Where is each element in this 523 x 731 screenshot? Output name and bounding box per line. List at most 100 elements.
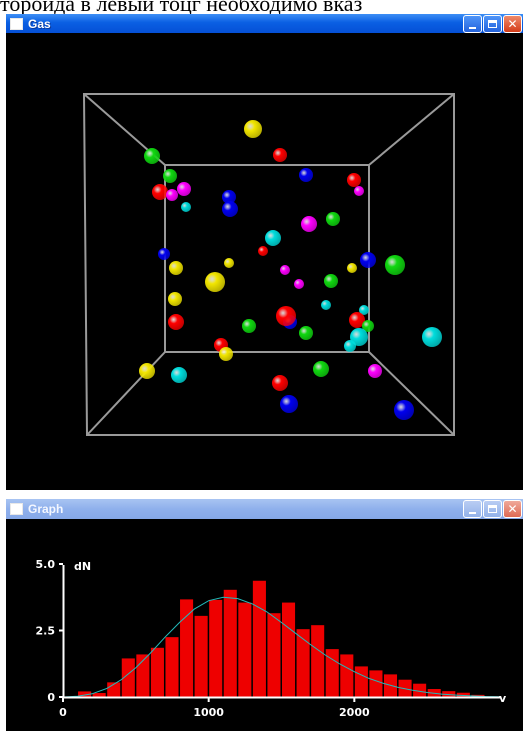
molecule	[280, 395, 298, 413]
window-icon	[10, 503, 23, 515]
histogram-bar	[121, 658, 135, 697]
histogram-bar	[456, 692, 470, 697]
maximize-button[interactable]	[483, 500, 502, 518]
graph-titlebar[interactable]: Graph ✕	[6, 499, 523, 519]
histogram-bar	[92, 693, 106, 697]
molecule	[224, 258, 234, 268]
molecule	[422, 327, 442, 347]
molecule	[158, 248, 170, 260]
molecule	[273, 148, 287, 162]
molecule	[258, 246, 268, 256]
molecule	[205, 272, 225, 292]
molecule	[347, 263, 357, 273]
gas-window: Gas ✕	[6, 14, 523, 490]
molecule	[152, 184, 168, 200]
window-title: Graph	[28, 502, 64, 516]
molecule	[168, 314, 184, 330]
molecule	[294, 279, 304, 289]
graph-window: Graph ✕ 0 2.5 5.0 0 1000 2000 dN v	[6, 499, 523, 731]
molecule	[177, 182, 191, 196]
x-tick-label: 1000	[193, 706, 224, 719]
histogram-bar	[413, 683, 427, 697]
maxwell-distribution-curve	[62, 596, 501, 698]
molecule	[139, 363, 155, 379]
molecule	[349, 312, 365, 328]
gas-scene	[82, 93, 455, 436]
molecule	[299, 168, 313, 182]
molecule	[222, 190, 236, 204]
molecule	[321, 300, 331, 310]
box-back-face	[164, 164, 370, 353]
histogram-bar	[340, 654, 354, 697]
histogram-plot: 0 2.5 5.0 0 1000 2000 dN v	[6, 519, 523, 731]
molecule	[222, 201, 238, 217]
molecules	[139, 120, 442, 420]
molecule	[242, 319, 256, 333]
molecule	[181, 202, 191, 212]
close-button[interactable]: ✕	[503, 500, 522, 518]
histogram-bar	[267, 613, 281, 697]
histogram-bar	[180, 599, 194, 697]
histogram-bar	[369, 670, 383, 697]
window-title: Gas	[28, 16, 51, 31]
histogram-bar	[252, 580, 266, 697]
histogram-bar	[354, 666, 368, 697]
maximize-button[interactable]	[483, 15, 502, 33]
maximize-icon	[488, 20, 497, 28]
y-tick-label: 5.0	[36, 558, 56, 571]
minimize-icon	[469, 26, 476, 29]
minimize-icon	[469, 511, 476, 514]
histogram-bar	[223, 589, 237, 697]
molecule	[344, 340, 356, 352]
molecule	[394, 400, 414, 420]
box-edge	[368, 93, 455, 166]
molecule	[301, 216, 317, 232]
molecule	[144, 148, 160, 164]
minimize-button[interactable]	[463, 15, 482, 33]
histogram-bar	[442, 691, 456, 697]
molecule	[299, 326, 313, 340]
molecule	[354, 186, 364, 196]
velocity-histogram: 0 2.5 5.0 0 1000 2000 dN v	[36, 558, 508, 719]
molecule	[350, 328, 368, 346]
window-icon	[10, 17, 23, 30]
molecule	[368, 364, 382, 378]
histogram-bar	[78, 691, 92, 697]
histogram-bar	[238, 602, 252, 697]
molecule	[362, 320, 374, 332]
histogram-bar	[209, 599, 223, 697]
x-tick-label: 2000	[339, 706, 370, 719]
histogram-bar	[150, 647, 164, 697]
molecule	[244, 120, 262, 138]
molecule	[163, 169, 177, 183]
molecule	[219, 347, 233, 361]
box-edge	[86, 351, 166, 436]
histogram-bar	[165, 637, 179, 697]
molecule	[326, 212, 340, 226]
molecule	[280, 265, 290, 275]
molecule	[168, 292, 182, 306]
close-button[interactable]: ✕	[503, 15, 522, 33]
molecule	[272, 375, 288, 391]
minimize-button[interactable]	[463, 500, 482, 518]
molecule	[313, 361, 329, 377]
molecule	[324, 274, 338, 288]
y-tick-label: 2.5	[36, 625, 56, 638]
x-tick-label: 0	[59, 706, 67, 719]
y-axis-label: dN	[74, 560, 91, 573]
molecule	[360, 252, 376, 268]
histogram-bar	[136, 654, 150, 697]
x-axis-label: v	[499, 692, 507, 705]
gas-titlebar[interactable]: Gas ✕	[6, 14, 523, 33]
close-icon: ✕	[507, 502, 518, 516]
simulation-viewport[interactable]	[6, 33, 523, 490]
molecule	[171, 367, 187, 383]
molecule	[276, 306, 296, 326]
molecule	[166, 189, 178, 201]
molecule	[265, 230, 281, 246]
molecule	[169, 261, 183, 275]
histogram-bar	[194, 615, 208, 697]
molecule	[359, 305, 369, 315]
histogram-bar	[282, 602, 296, 697]
background-document-text: тороида в левый тоцг необходимо вказ	[0, 0, 363, 16]
